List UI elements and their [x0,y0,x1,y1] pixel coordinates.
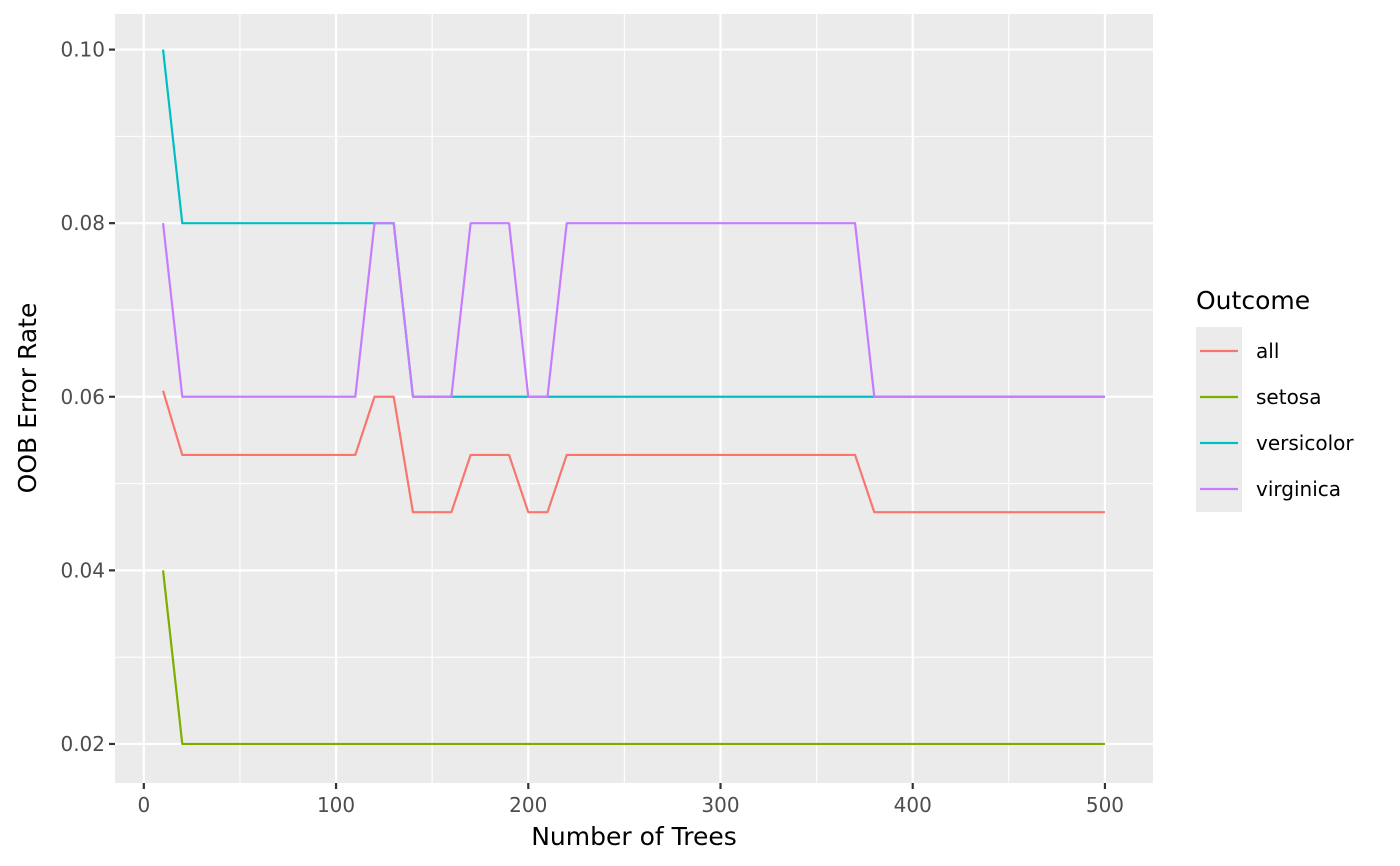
y-tick-label: 0.08 [60,211,105,235]
x-tick-label: 200 [509,793,547,817]
series-line-all [162,390,1105,514]
legend-label-versicolor: versicolor [1256,431,1354,455]
x-tick-label: 0 [137,793,150,817]
x-axis-title: Number of Trees [531,822,737,851]
y-tick-label: 0.10 [60,38,105,62]
legend-label-virginica: virginica [1256,477,1341,501]
x-axis: 0 100 200 300 400 500 [137,783,1124,817]
legend-title: Outcome [1196,286,1310,315]
y-tick-label: 0.04 [60,558,105,582]
x-tick-label: 100 [317,793,355,817]
plot-panel [115,14,1153,783]
y-axis-title: OOB Error Rate [13,303,42,494]
legend-key-background [1196,327,1242,512]
x-tick-label: 300 [701,793,739,817]
legend-label-setosa: setosa [1256,385,1321,409]
series-line-virginica [161,222,1105,398]
x-tick-label: 400 [894,793,932,817]
legend-label-all: all [1256,339,1279,363]
y-axis: 0.02 0.04 0.06 0.08 0.10 [60,38,115,756]
grid-minor [115,14,1153,783]
legend-items: all setosa versicolor virginica [1200,339,1354,501]
x-tick-label: 500 [1086,793,1124,817]
legend: Outcome all setosa versicolor virginica [1196,286,1354,512]
series-line-setosa [161,570,1105,746]
y-tick-label: 0.02 [60,732,105,756]
series-lines [161,49,1105,746]
y-tick-label: 0.06 [60,385,105,409]
